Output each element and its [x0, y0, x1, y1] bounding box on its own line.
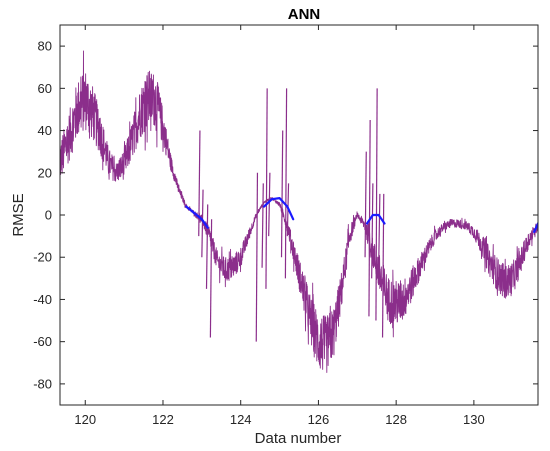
y-tick-label: 20 [38, 165, 52, 180]
series-0-spike-0 [198, 130, 201, 237]
plot-area [60, 50, 538, 373]
x-axis-label: Data number [255, 430, 342, 447]
x-tick-label: 124 [230, 412, 252, 427]
y-axis-label: RMSE [10, 193, 27, 236]
y-tick-label: -20 [33, 250, 52, 265]
series-0-spike-13 [371, 183, 374, 279]
x-tick-label: 120 [74, 412, 96, 427]
y-tick-label: 60 [38, 81, 52, 96]
axes: 120 122 124 126 128 130 -80 -60 -40 -20 0 20 40 60 80 [33, 24, 539, 427]
x-tick-label: 122 [152, 412, 174, 427]
y-tick-label: -80 [33, 376, 52, 391]
series-0-spike-8 [280, 130, 284, 258]
series-0-spike-14 [375, 88, 378, 321]
series-0-spike-7 [268, 172, 271, 237]
series-0-spike-9 [284, 88, 288, 279]
y-tick-label: -40 [33, 292, 52, 307]
series-0-spike-15 [378, 193, 381, 268]
y-tick-label: 40 [38, 123, 52, 138]
x-tick-label: 128 [385, 412, 407, 427]
series-0-spike-5 [261, 183, 264, 268]
series-0-spike-16 [381, 193, 385, 338]
x-tick-label: 126 [308, 412, 330, 427]
series-0-spike-4 [255, 172, 259, 342]
series-0-spike-1 [201, 189, 204, 258]
x-tick-label: 130 [463, 412, 485, 427]
axes-box [59, 24, 539, 406]
chart-title: ANN [288, 6, 321, 23]
y-tick-label: 0 [45, 208, 52, 223]
y-tick-label: -60 [33, 334, 52, 349]
y-tick-label: 80 [38, 39, 52, 54]
series-0-line [60, 50, 538, 373]
series-0-spike-3 [209, 219, 213, 338]
series-0-spike-11 [364, 151, 367, 258]
series-1-line [185, 197, 538, 233]
series-0-spike-2 [205, 204, 209, 289]
series-0-spike-6 [265, 88, 268, 289]
